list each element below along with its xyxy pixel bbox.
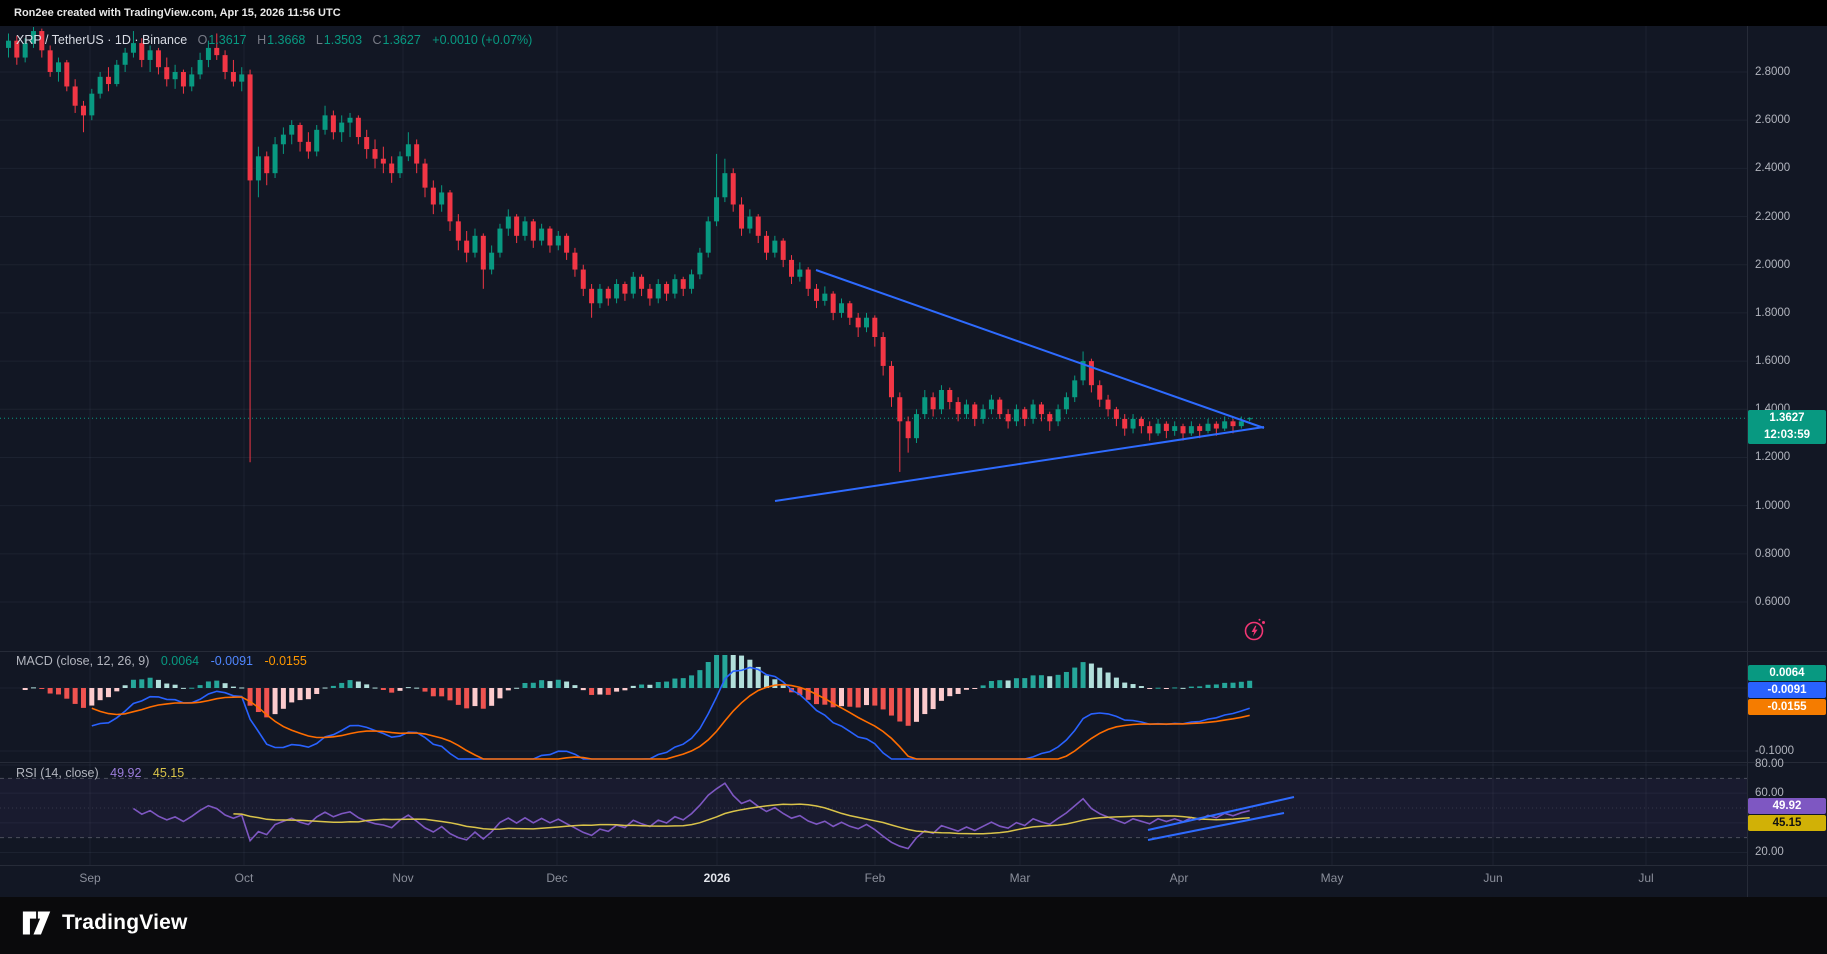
rsi-value: 49.92 (110, 766, 142, 780)
tradingview-logo[interactable]: TradingView (22, 910, 188, 936)
time-axis-separator (0, 865, 1827, 866)
price-axis-label[interactable]: 1.8000 (1755, 306, 1791, 319)
trendline-descending-resistance[interactable] (815, 269, 1265, 429)
time-axis-label[interactable]: Jul (1638, 871, 1654, 885)
last-price-value: 1.3627 (1769, 412, 1805, 424)
low-label: L (315, 33, 323, 47)
macd-line-value: -0.0091 (210, 654, 253, 668)
rsi-legend[interactable]: RSI (14, close) 49.92 45.15 (16, 766, 184, 780)
price-axis-label[interactable]: 1.0000 (1755, 499, 1791, 512)
time-axis-label[interactable]: Nov (392, 871, 414, 885)
close-value: 1.3627 (382, 33, 421, 47)
high-value: 1.3668 (267, 33, 306, 47)
indicator-value-badge: -0.0091 (1748, 682, 1826, 698)
symbol-legend[interactable]: XRP / TetherUS · 1D · Binance O1.3617 H1… (16, 33, 532, 47)
tradingview-logo-icon (22, 911, 51, 935)
price-axis-label[interactable]: 0.6000 (1755, 595, 1791, 608)
price-axis-label[interactable]: 2.8000 (1755, 66, 1791, 78)
rsi-title[interactable]: RSI (14, close) (16, 766, 99, 780)
time-axis-label[interactable]: May (1320, 871, 1344, 885)
rsi-ma-value: 45.15 (152, 766, 185, 780)
price-axis-label[interactable]: 0.8000 (1755, 547, 1791, 560)
pane-separator-rsi[interactable] (0, 762, 1827, 763)
price-axis-label[interactable]: 2.6000 (1755, 114, 1791, 127)
open-label: O (197, 33, 208, 47)
time-axis-label[interactable]: Mar (1009, 871, 1031, 885)
macd-title[interactable]: MACD (close, 12, 26, 9) (16, 654, 150, 668)
time-axis-label[interactable]: Feb (864, 871, 886, 885)
macd-signal-value: -0.0155 (264, 654, 307, 668)
price-axis-label[interactable]: 2.0000 (1755, 258, 1791, 271)
macd-legend[interactable]: MACD (close, 12, 26, 9) 0.0064 -0.0091 -… (16, 654, 307, 668)
time-axis-label[interactable]: 2026 (703, 871, 731, 885)
last-price-badge: 1.3627 12:03:59 (1748, 410, 1826, 444)
time-axis-label[interactable]: Dec (546, 871, 568, 885)
indicator-axis-label: 60.00 (1755, 787, 1784, 799)
close-label: C (372, 33, 382, 47)
time-axis-label[interactable]: Sep (79, 871, 101, 885)
bar-countdown: 12:03:59 (1763, 429, 1811, 441)
indicator-value-badge: 0.0064 (1748, 665, 1826, 681)
indicator-axis-label: -0.1000 (1755, 745, 1795, 757)
pane-separator-macd[interactable] (0, 651, 1827, 652)
trendline-rsi-trend-lower[interactable] (1147, 812, 1285, 841)
time-axis-label[interactable]: Oct (234, 871, 254, 885)
attribution-text: Ron2ee created with TradingView.com, Apr… (14, 7, 341, 19)
indicator-value-badge: 49.92 (1748, 798, 1826, 814)
tradingview-wordmark: TradingView (62, 911, 188, 934)
price-axis-separator (1747, 26, 1748, 897)
attribution-bar: Ron2ee created with TradingView.com, Apr… (0, 0, 1827, 26)
price-axis-label[interactable]: 2.2000 (1755, 210, 1791, 223)
low-value: 1.3503 (323, 33, 363, 47)
indicator-value-badge: 45.15 (1748, 815, 1826, 831)
price-axis-label[interactable]: 1.2000 (1755, 451, 1791, 464)
flash-icon[interactable] (1242, 617, 1268, 643)
indicator-axis-label: 20.00 (1755, 846, 1784, 858)
price-axis-label[interactable]: 1.6000 (1755, 355, 1791, 368)
macd-hist-value: 0.0064 (160, 654, 200, 668)
open-value: 1.3617 (208, 33, 247, 47)
indicator-axis-label: 80.00 (1755, 758, 1784, 770)
trendline-ascending-support[interactable] (774, 426, 1265, 502)
indicator-value-badge: -0.0155 (1748, 699, 1826, 715)
trendline-rsi-trend-upper[interactable] (1147, 796, 1295, 831)
price-axis-label[interactable]: 2.4000 (1755, 162, 1791, 175)
time-axis-label[interactable]: Jun (1483, 871, 1503, 885)
change-value: +0.0010 (+0.07%) (432, 33, 533, 47)
high-label: H (257, 33, 267, 47)
time-axis-label[interactable]: Apr (1169, 871, 1189, 885)
symbol-title[interactable]: XRP / TetherUS · 1D · Binance (16, 33, 188, 47)
footer-bar: TradingView (0, 897, 1827, 954)
